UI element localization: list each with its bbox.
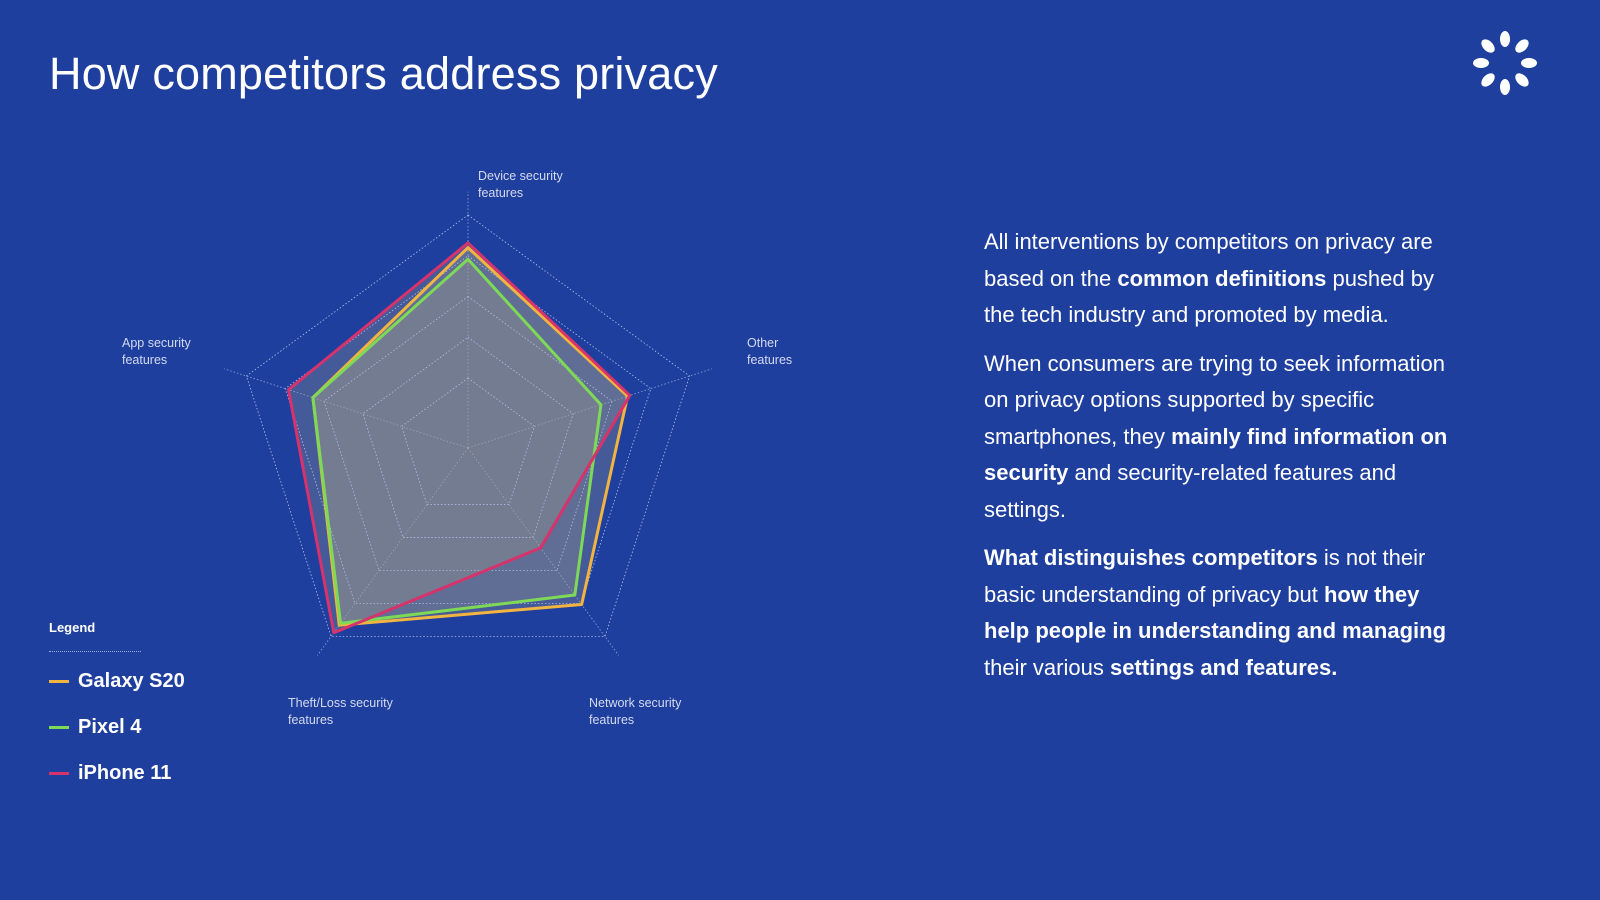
legend-rule [49,651,141,652]
axis-spoke [467,368,712,449]
logo [1473,31,1537,95]
text-segment: settings and features. [1109,654,1338,680]
text-segment: All interventions by competitors on priv… [984,229,1433,291]
legend-entry: Pixel 4 [49,716,141,739]
axis-label: Device security features [478,169,563,200]
series-line [287,241,632,635]
series-fill [312,259,601,624]
legend-swatch [49,680,69,683]
series-line [311,257,603,625]
text-segment: What distinguishes competitors [984,545,1318,570]
text-segment: mainly find information on security [984,423,1448,486]
axis-label: Other features [747,336,793,367]
slide-title: How competitors address privacy [49,48,718,99]
text-segment: pushed by the tech industry and promoted… [984,265,1434,328]
legend-swatch [49,772,69,775]
legend-label: Pixel 4 [78,716,142,738]
text-segment: When consumers are trying to seek inform… [984,350,1445,449]
axis-label: Theft/Loss security features [288,696,393,727]
paragraph: All interventions by competitors on priv… [984,224,1464,334]
grid-ring [245,214,691,637]
axis-label: Network security features [589,696,682,727]
axis-spoke [224,368,469,449]
text-segment: is not their basic understanding of priv… [984,545,1426,607]
legend-entry: iPhone 11 [49,762,171,785]
text-segment: how they help people in understanding an… [984,581,1447,644]
body-text: All interventions by competitors on priv… [984,224,1464,698]
paragraph: What distinguishes competitors is not th… [984,540,1464,686]
legend-entry: Galaxy S20 [49,670,185,693]
text-segment: common definitions [1117,265,1327,291]
legend-title: Legend [49,620,96,635]
legend-label: iPhone 11 [78,762,172,784]
paragraph: When consumers are trying to seek inform… [984,346,1464,529]
axis-spoke [317,447,469,656]
grid-ring [323,296,613,571]
axis-label: App security features [122,336,191,367]
text-segment: their various [984,654,1110,680]
legend-swatch [49,726,69,729]
legend-label: Galaxy S20 [78,670,185,692]
text-segment: and security-related features and settin… [984,460,1397,522]
axis-spoke [467,447,619,656]
